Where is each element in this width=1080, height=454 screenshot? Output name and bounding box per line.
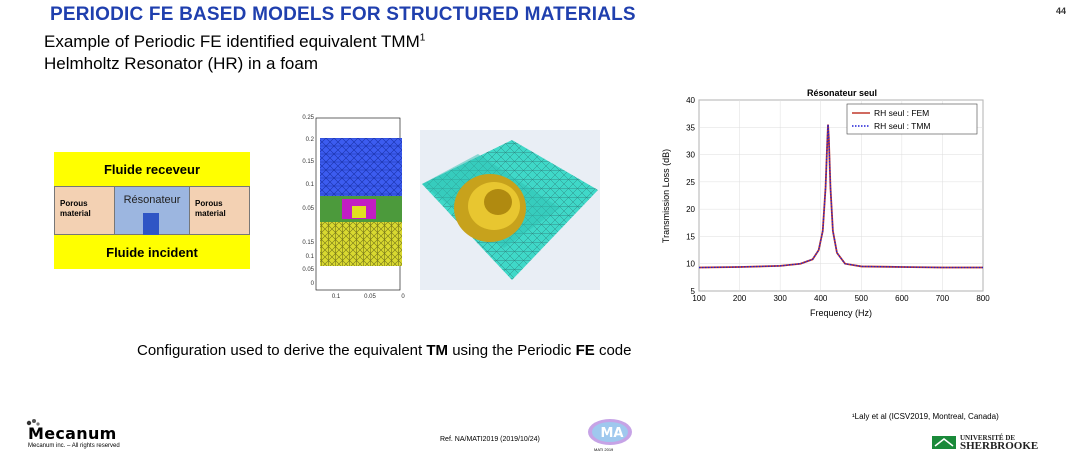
- figure-caption: Configuration used to derive the equival…: [137, 342, 631, 359]
- legend-fem-label: RH seul : FEM: [874, 108, 929, 118]
- reference-text: Ref. NA/MATI2019 (2019/10/24): [440, 436, 540, 443]
- mati-conference-logo: MA: [588, 419, 632, 445]
- fe-y-tick: 0: [311, 281, 315, 287]
- chart-x-tick-label: 400: [814, 294, 828, 303]
- mati-logo-subtext: MATI 2019: [594, 447, 614, 452]
- caption-part: using the Periodic: [448, 342, 576, 359]
- fe-y-tick: 0.25: [302, 115, 314, 121]
- footnote-ref: 1: [419, 32, 426, 44]
- fe-y-tick: 0.15: [302, 159, 314, 165]
- caption-fe: FE: [575, 342, 595, 359]
- chart-y-tick-label: 20: [686, 205, 695, 214]
- chart-y-tick-label: 25: [686, 178, 695, 187]
- chart-y-ticks: 5 10 15 20 25 30 35 40: [686, 96, 695, 296]
- chart-x-ticks: 100 200 300 400 500 600 700 800: [692, 294, 990, 303]
- chart-x-tick-label: 300: [773, 294, 787, 303]
- fe-y-tick: 0.1: [306, 182, 315, 188]
- resonator-schematic: Fluide receveur Porous material Résonate…: [54, 152, 250, 269]
- mecanum-logo-icon: [26, 419, 40, 426]
- receiving-fluid-label: Fluide receveur: [103, 161, 201, 177]
- fe-x-tick: 0.1: [332, 294, 341, 300]
- subtitle-1-text: Example of Periodic FE identified equiva…: [44, 32, 420, 51]
- right-porous-label: Porous material: [189, 186, 250, 235]
- subtitle-line-2: Helmholtz Resonator (HR) in a foam: [44, 54, 318, 73]
- university-line-2: SHERBROOKE: [960, 440, 1039, 452]
- resonator-neck: [143, 213, 159, 235]
- fe-cube-mesh-figure: [420, 130, 600, 290]
- chart-title: Résonateur seul: [807, 88, 877, 98]
- caption-tm: TM: [426, 342, 449, 359]
- chart-x-axis-label: Frequency (Hz): [810, 308, 872, 318]
- chart-y-tick-label: 10: [686, 260, 695, 269]
- sherbrooke-logo-icon: [932, 436, 956, 449]
- legend-tmm-label: RH seul : TMM: [874, 121, 931, 131]
- fe-y-tick: 0.05: [302, 267, 314, 273]
- mati-logo-text: MA: [601, 426, 624, 441]
- chart-legend: RH seul : FEM RH seul : TMM: [846, 103, 978, 135]
- chart-x-tick-label: 700: [936, 294, 950, 303]
- sherbrooke-logo-text: UNIVERSITÉ DE SHERBROOKE: [960, 434, 1039, 452]
- series-line-fem: [698, 124, 983, 269]
- chart-y-axis-label: Transmission Loss (dB): [661, 149, 671, 243]
- university-line-1: UNIVERSITÉ DE: [960, 434, 1016, 442]
- transmission-loss-chart: Résonateur seul 100 200 300 400 500 600 700 800…: [661, 88, 990, 318]
- chart-x-tick-label: 600: [895, 294, 909, 303]
- slide-title: PERIODIC FE BASED MODELS FOR STRUCTURED …: [50, 4, 636, 25]
- fe-y-tick: 0.05: [302, 206, 314, 212]
- cube-neck-hole: [484, 189, 512, 215]
- chart-x-tick-label: 100: [692, 294, 706, 303]
- incident-fluid-label: Fluide incident: [106, 244, 198, 260]
- left-porous-label: Porous material: [54, 186, 115, 235]
- fe-x-tick: 0: [401, 294, 405, 300]
- chart-x-tick-label: 800: [976, 294, 990, 303]
- footnote: ¹Laly et al (ICSV2019, Montreal, Canada): [852, 412, 999, 421]
- chart-y-tick-label: 35: [686, 123, 695, 132]
- chart-x-tick-label: 500: [855, 294, 869, 303]
- caption-part: code: [594, 342, 632, 359]
- chart-y-tick-label: 15: [686, 232, 695, 241]
- resonator-label: Résonateur: [123, 194, 181, 206]
- chart-gridlines: [698, 99, 984, 292]
- fe-mesh-section-figure: 0.25 0.2 0.15 0.1 0.05 0.15 0.1 0.05 0 0…: [302, 115, 405, 300]
- copyright-text: Mecanum inc. – All rights reserved: [28, 443, 120, 449]
- fe-x-tick: 0.05: [364, 294, 376, 300]
- chart-y-tick-label: 5: [691, 287, 696, 296]
- chart-x-tick-label: 200: [733, 294, 747, 303]
- subtitle-line-1: Example of Periodic FE identified equiva…: [44, 32, 425, 52]
- fe-y-tick: 0.15: [302, 240, 314, 246]
- chart-y-tick-label: 30: [686, 151, 695, 160]
- chart-y-tick-label: 40: [686, 96, 695, 105]
- fe-y-tick: 0.2: [306, 137, 315, 143]
- fe-y-tick: 0.1: [306, 254, 315, 260]
- chart-series: [698, 124, 983, 269]
- company-logo: Mecanum: [28, 424, 117, 443]
- slide-number: 44: [1056, 6, 1067, 16]
- caption-part: Configuration used to derive the equival…: [137, 342, 427, 359]
- resonator-cell: Résonateur: [115, 186, 189, 235]
